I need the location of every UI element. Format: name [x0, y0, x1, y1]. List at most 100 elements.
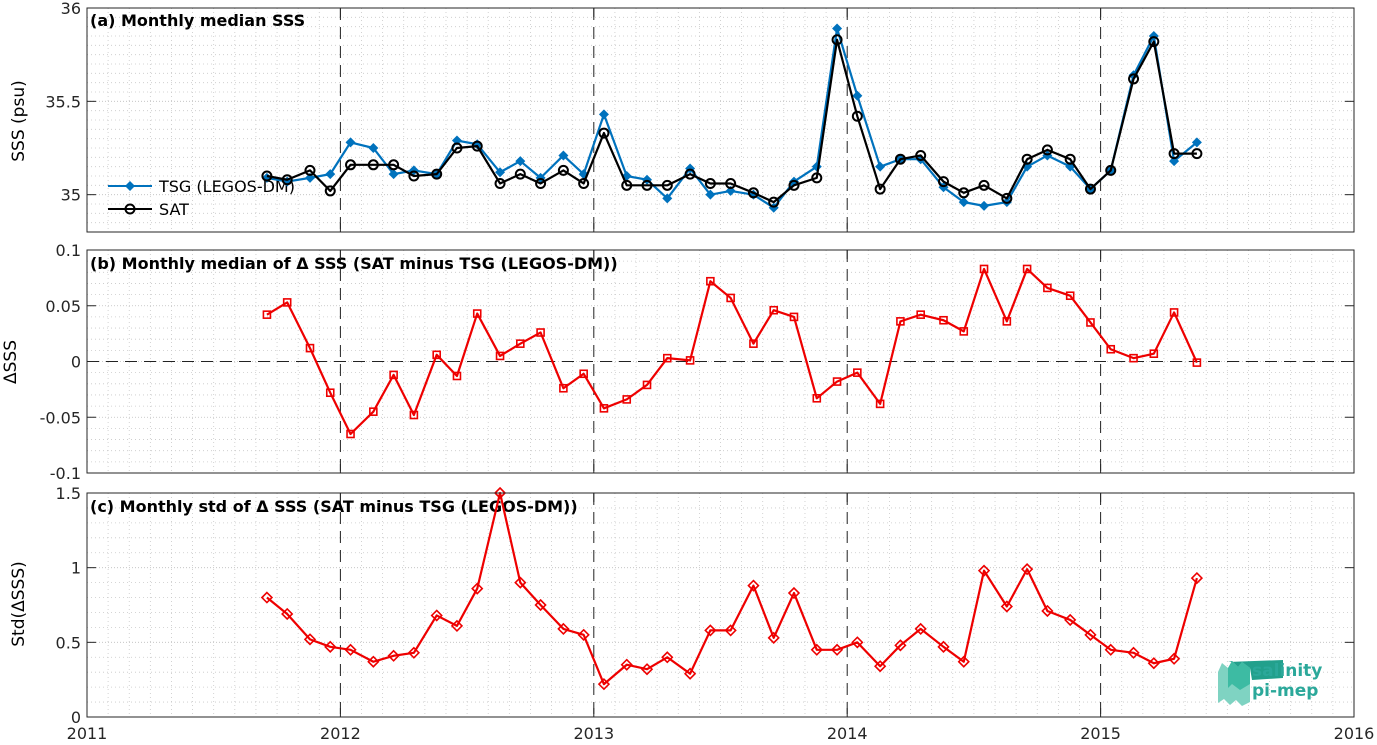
data-point: [471, 582, 484, 595]
data-point: [1086, 318, 1095, 327]
data-point: [599, 404, 609, 413]
data-point: [937, 176, 949, 188]
data-point: [831, 34, 843, 46]
data-point: [769, 305, 779, 315]
data-point: [1190, 571, 1204, 585]
data-point: [597, 678, 611, 691]
data-point: [852, 90, 863, 101]
data-point: [704, 177, 716, 189]
data-point: [959, 327, 969, 336]
data-point: [495, 167, 506, 178]
data-point: [558, 150, 569, 161]
data-point: [914, 622, 927, 636]
data-point: [832, 377, 842, 386]
x-tick-label: 2016: [1334, 724, 1375, 743]
data-point: [1022, 264, 1032, 274]
data-point: [344, 643, 357, 656]
data-point: [304, 164, 316, 176]
logo-text-pi-mep: pi-mep: [1252, 681, 1318, 701]
y-tick-label: 35: [61, 186, 81, 205]
data-point: [345, 159, 357, 171]
data-point: [598, 109, 609, 120]
data-point: [389, 370, 398, 380]
x-tick-label: 2014: [827, 724, 868, 743]
data-point: [281, 607, 294, 621]
data-point: [514, 168, 526, 180]
panel-b-monthly-median-delta-sss: (b) Monthly median of Δ SSS (SAT minus T…: [1, 241, 1355, 483]
data-point: [685, 356, 695, 365]
data-point: [388, 169, 399, 180]
series-delta: [260, 486, 1204, 691]
data-point: [704, 624, 717, 637]
data-point: [747, 579, 760, 592]
data-point: [830, 643, 844, 656]
data-point: [578, 177, 590, 189]
data-point: [1105, 164, 1117, 176]
data-point: [451, 135, 462, 146]
data-point: [1104, 643, 1117, 656]
legend-sat-label: SAT: [159, 200, 189, 219]
data-point: [811, 172, 823, 184]
data-point: [324, 185, 336, 197]
data-point: [875, 161, 886, 172]
data-point: [787, 586, 801, 600]
data-point: [851, 110, 863, 122]
axes-frame: [86, 7, 1355, 233]
data-point: [937, 640, 950, 653]
panel-a-title: (a) Monthly median SSS: [90, 11, 305, 30]
data-point: [1169, 156, 1180, 167]
data-point: [536, 328, 545, 337]
panel-c-title: (c) Monthly std of Δ SSS (SAT minus TSG …: [90, 497, 578, 516]
data-point: [303, 633, 317, 646]
data-point: [958, 197, 969, 208]
data-point: [472, 309, 482, 318]
y-tick-label: 1: [71, 559, 81, 578]
data-point: [1084, 183, 1096, 195]
data-point: [705, 189, 716, 200]
x-tick-label: 2015: [1080, 724, 1121, 743]
data-point: [557, 622, 570, 636]
data-point: [325, 388, 335, 398]
salinity-pi-mep-logo: salinity pi-mep: [1218, 660, 1322, 706]
data-point: [305, 343, 315, 353]
panel-b-title: (b) Monthly median of Δ SSS (SAT minus T…: [90, 254, 618, 273]
data-point: [368, 143, 379, 153]
data-point: [1002, 317, 1012, 326]
data-point: [875, 399, 885, 409]
y-tick-label: 0.5: [56, 633, 81, 652]
data-point: [661, 651, 674, 664]
data-point: [493, 486, 507, 500]
data-point: [1147, 657, 1160, 670]
data-point: [407, 646, 421, 659]
data-point: [494, 177, 506, 189]
data-point: [1106, 344, 1116, 354]
data-point: [749, 339, 758, 348]
series-delta: [262, 264, 1202, 439]
data-point: [1168, 148, 1180, 160]
series-line: [266, 491, 1198, 686]
data-point: [622, 395, 632, 404]
data-point: [432, 350, 441, 360]
x-tick-label: 2011: [67, 724, 108, 743]
data-point: [495, 351, 505, 361]
data-point: [979, 264, 989, 274]
data-point: [261, 170, 273, 182]
data-point: [325, 169, 336, 180]
data-point: [559, 383, 568, 393]
data-point: [726, 293, 735, 303]
data-point: [1064, 153, 1076, 165]
data-point: [281, 174, 293, 186]
panel-a-monthly-median-sss: (a) Monthly median SSS SSS (psu) TSG (LE…: [9, 0, 1355, 233]
data-point: [577, 628, 590, 641]
data-point: [598, 127, 610, 139]
data-point: [684, 168, 696, 180]
y-tick-label: 0.1: [56, 241, 81, 260]
y-tick-label: 0.05: [45, 297, 81, 316]
data-point: [641, 179, 653, 191]
data-point: [915, 149, 927, 161]
data-point: [1001, 192, 1013, 204]
logo-text-salinity: salinity: [1252, 661, 1322, 681]
data-point: [768, 196, 780, 208]
data-point: [874, 183, 886, 195]
legend-tsg-marker: [125, 181, 135, 191]
